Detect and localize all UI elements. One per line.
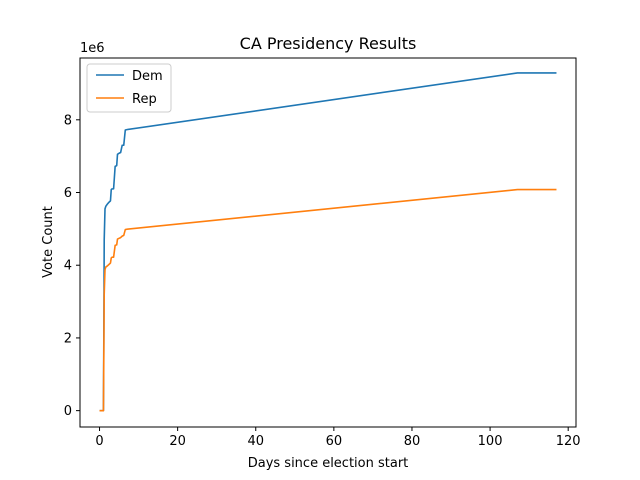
y-tick-label: 6 (64, 186, 72, 201)
plot-lines (99, 72, 557, 412)
x-tick-label: 80 (404, 434, 421, 449)
series-line-dem (99, 72, 557, 412)
y-tick-label: 2 (64, 331, 72, 346)
x-axis-label: Days since election start (248, 456, 409, 471)
legend-label-rep: Rep (132, 92, 157, 107)
legend: Dem Rep (86, 63, 172, 113)
x-tick-label: 0 (95, 434, 103, 449)
y-tick-label: 4 (64, 259, 72, 274)
y-offset-label: 1e6 (80, 41, 105, 56)
x-tick-label: 120 (556, 434, 581, 449)
x-tick-label: 40 (247, 434, 264, 449)
x-axis: 0 20 40 60 80 100 120 (95, 427, 581, 449)
plot-frame (79, 57, 577, 428)
x-tick-label: 60 (326, 434, 343, 449)
chart-title: CA Presidency Results (240, 34, 417, 53)
y-axis-label: Vote Count (41, 206, 56, 278)
x-tick-label: 20 (169, 434, 186, 449)
legend-frame (86, 63, 172, 113)
legend-label-dem: Dem (132, 69, 163, 84)
y-axis: 0 2 4 6 8 (64, 113, 80, 419)
y-tick-label: 0 (64, 404, 72, 419)
x-tick-label: 100 (478, 434, 503, 449)
y-tick-label: 8 (64, 113, 72, 128)
series-line-rep (99, 188, 557, 412)
